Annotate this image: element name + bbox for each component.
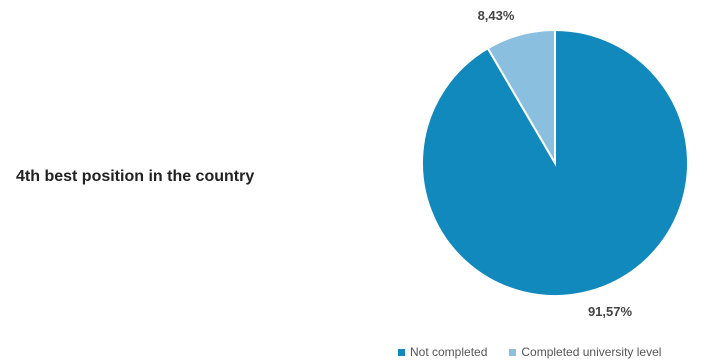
pie-slices	[421, 28, 689, 297]
slice-label-not-completed: 91,57%	[588, 304, 633, 319]
legend-label-not-completed: Not completed	[410, 345, 488, 359]
legend-item-completed-university: Completed university level	[509, 345, 661, 359]
pie-chart: 91,57% 8,43%	[421, 8, 689, 319]
headline: 4th best position in the country	[16, 168, 255, 185]
legend: Not completed Completed university level	[398, 345, 661, 359]
legend-item-not-completed: Not completed	[398, 345, 487, 359]
legend-swatch-not-completed	[398, 348, 405, 356]
legend-label-completed-university: Completed university level	[521, 345, 662, 359]
slice-label-completed-university: 8,43%	[478, 8, 515, 23]
legend-swatch-completed-university	[509, 348, 517, 356]
pie-slice-completed-university-level	[486, 28, 556, 167]
